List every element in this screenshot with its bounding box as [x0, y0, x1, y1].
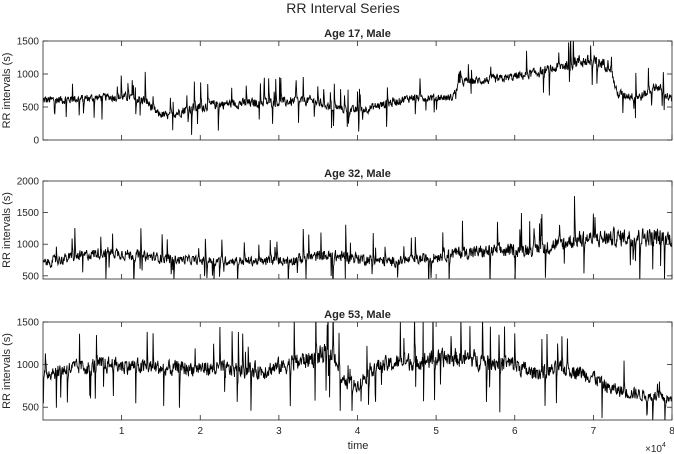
rr-interval-series-line [43, 322, 672, 420]
subplot-1: Age 17, Male RR intervals (s) 0 500 1000 1500 [1, 28, 673, 147]
subplot-2: Age 32, Male RR intervals (s) 500 1000 1500 2… [1, 168, 673, 282]
y-tick-label: 1000 [17, 360, 40, 371]
y-axis-label: RR intervals (s) [1, 192, 13, 268]
rr-interval-series-line [43, 196, 672, 279]
subplot-title: Age 53, Male [324, 309, 391, 321]
y-tick-label: 2000 [17, 177, 40, 188]
x-tick-label: 3 [276, 426, 282, 437]
y-tick-label: 500 [22, 403, 39, 414]
x-tick-label: 6 [512, 426, 518, 437]
x-exponent-label: ×104 [645, 442, 666, 454]
subplot-title: Age 32, Male [324, 168, 391, 180]
x-tick-label: 1 [119, 426, 125, 437]
y-axis-label: RR intervals (s) [1, 53, 13, 129]
y-tick-label: 500 [22, 271, 39, 282]
figure-title: RR Interval Series [286, 0, 400, 16]
y-tick-label: 1000 [17, 240, 40, 251]
y-tick-label: 1500 [17, 37, 40, 48]
x-tick-label: 5 [433, 426, 439, 437]
subplot-3: Age 53, Male RR intervals (s) 500 1000 1500 1… [1, 309, 674, 437]
subplot-title: Age 17, Male [324, 28, 391, 40]
axes-box [42, 40, 673, 141]
axes-box [42, 180, 673, 280]
y-tick-label: 1500 [17, 208, 40, 219]
x-exponent-power: 4 [662, 442, 666, 449]
x-tick-label: 4 [355, 426, 361, 437]
x-tick-label: 8 [669, 426, 674, 437]
x-axis-label: time [348, 440, 369, 452]
rr-interval-series-line [43, 41, 672, 135]
y-tick-label: 1500 [17, 318, 40, 329]
x-tick-label: 7 [591, 426, 597, 437]
x-exponent-base: ×10 [645, 444, 662, 454]
x-tick-label: 2 [197, 426, 203, 437]
y-tick-label: 500 [22, 103, 39, 114]
y-tick-label: 0 [33, 136, 39, 147]
y-axis-label: RR intervals (s) [1, 333, 13, 409]
y-tick-label: 1000 [17, 70, 40, 81]
